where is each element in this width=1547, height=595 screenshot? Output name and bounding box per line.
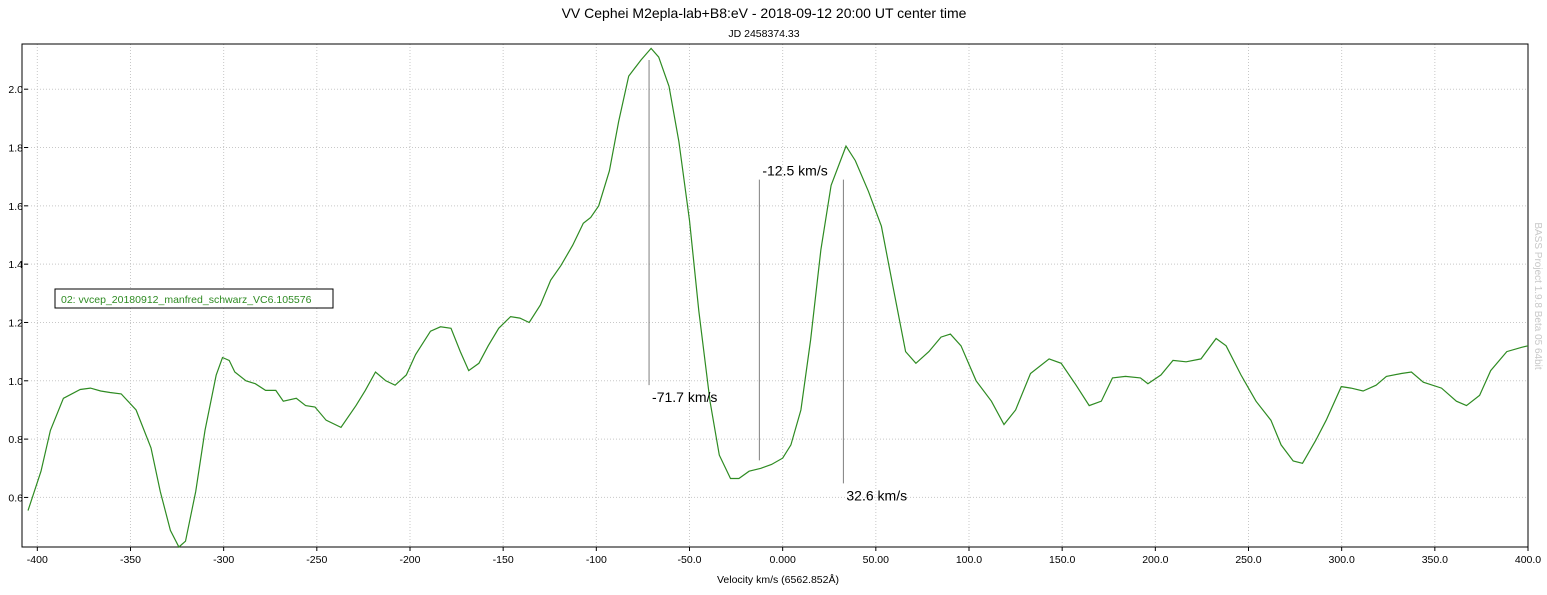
x-axis-label: Velocity km/s (6562.852Å) — [717, 573, 839, 586]
chart-subtitle: JD 2458374.33 — [728, 28, 799, 40]
y-tick-label: 0.8 — [8, 434, 23, 446]
x-tick-label: 50.00 — [863, 554, 889, 566]
x-tick-label: -300 — [213, 554, 234, 566]
x-tick-label: -400 — [27, 554, 48, 566]
x-tick-label: -350 — [120, 554, 141, 566]
x-tick-label: -100 — [586, 554, 607, 566]
x-tick-label: 400.0 — [1515, 554, 1541, 566]
annotation-label: -12.5 km/s — [762, 163, 827, 179]
x-tick-label: 0.000 — [770, 554, 796, 566]
x-tick-label: 300.0 — [1329, 554, 1355, 566]
annotation-label: 32.6 km/s — [846, 487, 907, 503]
legend-label: 02: vvcep_20180912_manfred_schwarz_VC6.1… — [61, 294, 312, 306]
y-tick-label: 1.4 — [8, 259, 23, 271]
x-tick-label: 250.0 — [1235, 554, 1261, 566]
plot-frame — [21, 43, 1529, 548]
x-tick-label: 350.0 — [1422, 554, 1448, 566]
x-tick-label: 200.0 — [1142, 554, 1168, 566]
y-tick-label: 1.2 — [8, 317, 23, 329]
watermark: BASS Project 1.9.8 Beta 05 64bit — [1532, 222, 1543, 370]
x-tick-label: -150 — [493, 554, 514, 566]
series-line — [27, 47, 1529, 548]
x-tick-label: -50.0 — [678, 554, 702, 566]
x-tick-label: -200 — [399, 554, 420, 566]
x-tick-label: 150.0 — [1049, 554, 1075, 566]
y-tick-label: 1.6 — [8, 201, 23, 213]
x-tick-label: 100.0 — [956, 554, 982, 566]
y-tick-label: 1.0 — [8, 376, 23, 388]
y-tick-label: 1.8 — [8, 143, 23, 155]
legend-box — [54, 288, 334, 309]
annotation-label: -71.7 km/s — [652, 389, 717, 405]
y-tick-label: 0.6 — [8, 492, 23, 504]
y-tick-label: 2.0 — [8, 84, 23, 96]
chart-title: VV Cephei M2epla-lab+B8:eV - 2018-09-12 … — [562, 5, 967, 21]
x-tick-label: -250 — [306, 554, 327, 566]
